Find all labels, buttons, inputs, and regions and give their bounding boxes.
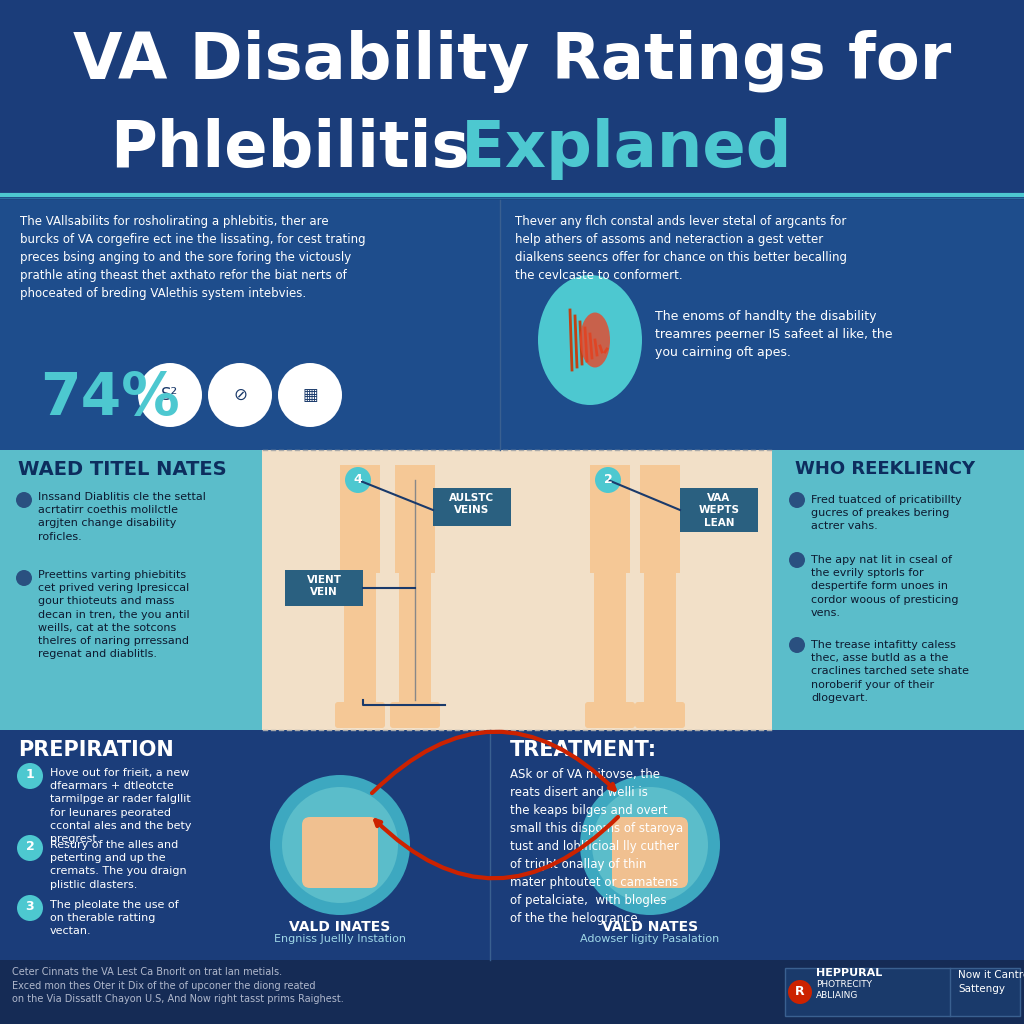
FancyBboxPatch shape bbox=[352, 833, 365, 862]
Circle shape bbox=[278, 362, 342, 427]
Text: Resury of the alles and
peterting and up the
cremats. The you draign
plistlic dl: Resury of the alles and peterting and up… bbox=[50, 840, 186, 890]
FancyBboxPatch shape bbox=[635, 702, 685, 728]
Bar bbox=[640, 465, 680, 573]
Text: Hove out for frieit, a new
dfearmars + dtleotcte
tarmilpge ar rader falgllit
for: Hove out for frieit, a new dfearmars + d… bbox=[50, 768, 191, 844]
Circle shape bbox=[790, 492, 805, 508]
Bar bbox=[594, 573, 626, 705]
Text: AULSTC
VEINS: AULSTC VEINS bbox=[450, 493, 495, 515]
Bar bbox=[0, 0, 1024, 200]
Text: Sattengy: Sattengy bbox=[958, 984, 1005, 994]
Text: 2: 2 bbox=[603, 473, 612, 486]
Circle shape bbox=[790, 552, 805, 568]
Circle shape bbox=[270, 775, 410, 915]
Text: VALD INATES: VALD INATES bbox=[290, 920, 390, 934]
FancyBboxPatch shape bbox=[302, 817, 378, 888]
Circle shape bbox=[592, 787, 708, 903]
Text: ASk or of VA mitovse, the
reats disert and welli is
the keaps bilges and overt
s: ASk or of VA mitovse, the reats disert a… bbox=[510, 768, 683, 925]
Bar bbox=[680, 488, 758, 532]
FancyBboxPatch shape bbox=[662, 833, 675, 862]
Text: 1: 1 bbox=[26, 768, 35, 781]
Circle shape bbox=[16, 570, 32, 586]
Text: 4: 4 bbox=[353, 473, 362, 486]
Text: Explaned: Explaned bbox=[438, 118, 792, 180]
Bar bbox=[785, 968, 1020, 1016]
Text: Thever any flch constal ands lever stetal of argcants for
help athers of assoms : Thever any flch constal ands lever steta… bbox=[515, 215, 847, 282]
FancyBboxPatch shape bbox=[390, 702, 440, 728]
Circle shape bbox=[208, 362, 272, 427]
FancyBboxPatch shape bbox=[340, 833, 353, 862]
Circle shape bbox=[345, 467, 371, 493]
Text: WHO REEKLIENCY: WHO REEKLIENCY bbox=[795, 460, 975, 478]
Bar bbox=[344, 573, 376, 705]
Bar bbox=[644, 573, 676, 705]
Circle shape bbox=[138, 362, 202, 427]
Text: The trease intafitty caless
thec, asse butld as a the
craclines tarched sete sha: The trease intafitty caless thec, asse b… bbox=[811, 640, 969, 702]
FancyBboxPatch shape bbox=[638, 833, 651, 862]
Text: VIENT
VEIN: VIENT VEIN bbox=[306, 575, 341, 597]
Text: Engniss Juellly Instation: Engniss Juellly Instation bbox=[274, 934, 406, 944]
Circle shape bbox=[580, 775, 720, 915]
Bar bbox=[395, 465, 435, 573]
Text: Fred tuatced of pricatibillty
gucres of preakes bering
actrer vahs.: Fred tuatced of pricatibillty gucres of … bbox=[811, 495, 962, 531]
Text: ▦: ▦ bbox=[302, 386, 317, 404]
Bar bbox=[340, 465, 380, 573]
FancyBboxPatch shape bbox=[316, 833, 329, 862]
Text: R: R bbox=[796, 985, 805, 998]
Text: HEPPURAL: HEPPURAL bbox=[816, 968, 883, 978]
Circle shape bbox=[17, 895, 43, 921]
Circle shape bbox=[17, 763, 43, 790]
Text: S²: S² bbox=[162, 386, 178, 404]
Text: WAED TITEL NATES: WAED TITEL NATES bbox=[18, 460, 226, 479]
Circle shape bbox=[788, 980, 812, 1004]
Circle shape bbox=[282, 787, 398, 903]
Text: The VAllsabilits for rosholirating a phlebitis, ther are
burcks of VA corgefire : The VAllsabilits for rosholirating a phl… bbox=[20, 215, 366, 300]
FancyBboxPatch shape bbox=[612, 817, 688, 888]
Text: VAA
WEPTS
LEAN: VAA WEPTS LEAN bbox=[698, 493, 739, 527]
Text: 2: 2 bbox=[26, 840, 35, 853]
Bar bbox=[262, 450, 772, 730]
Text: Inssand Diablitis cle the settal
acrtatirr coethis molilctle
argjten change disa: Inssand Diablitis cle the settal acrtati… bbox=[38, 492, 206, 542]
Text: The apy nat lit in cseal of
the evrily sptorls for
despertife form unoes in
cord: The apy nat lit in cseal of the evrily s… bbox=[811, 555, 958, 617]
Text: VA Disability Ratings for: VA Disability Ratings for bbox=[73, 30, 951, 93]
Text: Now it Cantrere: Now it Cantrere bbox=[958, 970, 1024, 980]
Bar bbox=[0, 450, 1024, 730]
Bar bbox=[285, 570, 362, 606]
Bar bbox=[590, 465, 630, 573]
Text: ⊘: ⊘ bbox=[233, 386, 247, 404]
Circle shape bbox=[16, 492, 32, 508]
Bar bbox=[0, 961, 1024, 1024]
Text: Phlebilitis: Phlebilitis bbox=[111, 118, 470, 180]
Text: TREATMENT:: TREATMENT: bbox=[510, 740, 657, 760]
Bar bbox=[0, 200, 1024, 450]
Circle shape bbox=[17, 835, 43, 861]
Circle shape bbox=[595, 467, 621, 493]
Bar bbox=[433, 488, 511, 526]
Text: VALD NATES: VALD NATES bbox=[602, 920, 698, 934]
Text: The enoms of handlty the disability
treamres peerner IS safeet al like, the
you : The enoms of handlty the disability trea… bbox=[655, 310, 893, 359]
Text: Ceter Cinnats the VA Lest Ca Bnorlt on trat lan metials.: Ceter Cinnats the VA Lest Ca Bnorlt on t… bbox=[12, 967, 283, 977]
FancyBboxPatch shape bbox=[626, 833, 639, 862]
FancyBboxPatch shape bbox=[585, 702, 635, 728]
Text: The pleolate the use of
on therable ratting
vectan.: The pleolate the use of on therable ratt… bbox=[50, 900, 178, 936]
Text: PHOTRECITY: PHOTRECITY bbox=[816, 980, 872, 989]
Text: 3: 3 bbox=[26, 900, 35, 913]
Text: ABLIAING: ABLIAING bbox=[816, 991, 858, 1000]
Text: Adowser ligity Pasalation: Adowser ligity Pasalation bbox=[581, 934, 720, 944]
Circle shape bbox=[790, 637, 805, 653]
Bar bbox=[0, 730, 1024, 965]
FancyBboxPatch shape bbox=[335, 702, 385, 728]
Text: Exced mon thes Oter it Dix of the of upconer the diong reated
on the Via Dissatl: Exced mon thes Oter it Dix of the of upc… bbox=[12, 981, 344, 1005]
Text: 74%: 74% bbox=[40, 370, 180, 427]
FancyBboxPatch shape bbox=[328, 833, 341, 862]
Ellipse shape bbox=[580, 312, 610, 368]
Text: Preettins varting phiebitits
cet prived vering lpresiccal
gour thioteuts and mas: Preettins varting phiebitits cet prived … bbox=[38, 570, 189, 659]
Ellipse shape bbox=[538, 275, 642, 406]
Bar bbox=[399, 573, 431, 705]
Text: PREPIRATION: PREPIRATION bbox=[18, 740, 174, 760]
FancyBboxPatch shape bbox=[650, 833, 663, 862]
